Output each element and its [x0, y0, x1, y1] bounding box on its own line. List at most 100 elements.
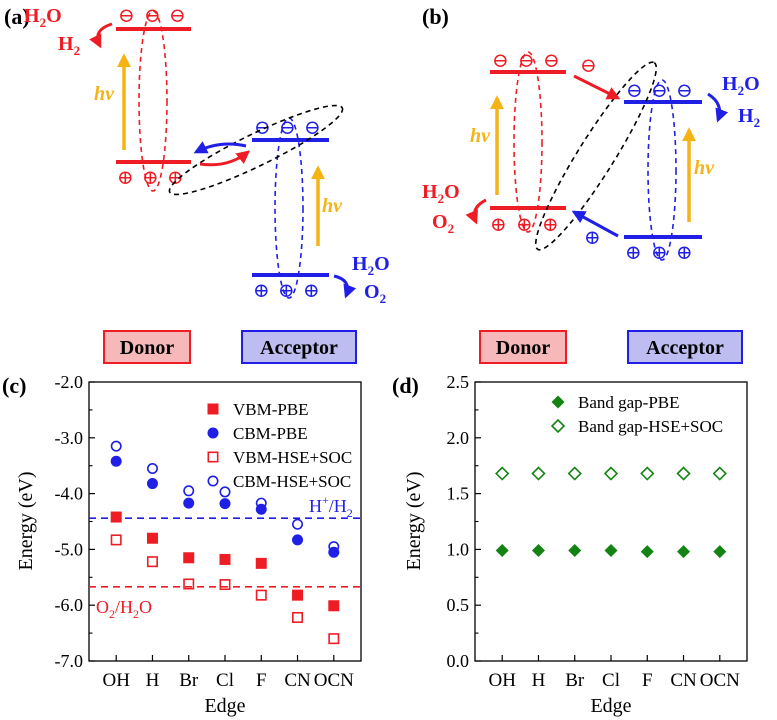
panel-b-acceptor-exciton: [647, 79, 677, 261]
chart-d-marks: [495, 466, 727, 559]
open-square-data-point: [146, 556, 158, 568]
panel-b-h2o-label-2: H2O: [422, 181, 460, 206]
donor-box-left: [103, 330, 191, 364]
open-circle-data-point: [328, 541, 340, 553]
svg-text:⊕: ⊕: [625, 242, 642, 264]
open-square-data-point: [183, 578, 195, 590]
chart-c-frame: [88, 381, 362, 662]
open-diamond-data-point: [712, 466, 727, 481]
chart-d-legend: Band gap-PBE Band gap-HSE+SOC: [550, 393, 723, 436]
svg-text:⊕: ⊕: [278, 280, 295, 302]
filled-square-data-point: [219, 553, 231, 565]
panel-b-donor-hv: hv: [470, 125, 491, 147]
filled-diamond-data-point: [677, 545, 691, 559]
svg-text:⊖: ⊖: [279, 117, 296, 139]
acceptor-box-left: [241, 330, 357, 364]
chart-d-ylabel: Energy (eV): [403, 471, 425, 570]
panel-b-interlayer-exciton: [534, 61, 658, 251]
filled-circle-data-point: [219, 498, 231, 510]
donor-box-right: [479, 330, 567, 364]
panel-b-hole-transfer-arrow: [571, 210, 619, 238]
open-diamond-data-point: [603, 466, 619, 481]
svg-text:⊖: ⊖: [518, 50, 535, 72]
y-tick-label: -4.0: [55, 484, 84, 504]
panel-b-label: (b): [422, 4, 449, 29]
open-diamond-data-point: [567, 466, 582, 481]
filled-square-data-point: [183, 552, 195, 564]
svg-text:⊕: ⊕: [676, 242, 693, 264]
svg-text:⊕: ⊕: [142, 167, 159, 189]
panel-a-acceptor-hv: hv: [322, 195, 343, 217]
x-tick-label: OCN: [700, 670, 740, 691]
x-tick-label: H: [532, 670, 546, 691]
chart-d-panel-label: (d): [392, 373, 419, 398]
y-tick-label: -6.0: [55, 595, 84, 615]
panel-b-oxidation-arrow: [465, 198, 487, 225]
y-tick-label: -2.0: [55, 372, 84, 392]
open-square-data-point: [110, 534, 122, 546]
legend-entry: VBM-HSE+SOC: [233, 448, 352, 467]
donor-text-left: Donor: [120, 337, 175, 359]
panel-b-donor-holes: ⊕ ⊕ ⊕: [490, 214, 559, 236]
open-square-data-point: [219, 579, 231, 591]
svg-text:⊖: ⊖: [543, 50, 560, 72]
panel-a-acceptor-electrons: ⊖ ⊖ ⊖: [254, 117, 321, 139]
y-tick-label: 0.0: [447, 651, 470, 671]
open-diamond-data-point: [531, 466, 546, 481]
filled-diamond-data-point: [713, 545, 727, 559]
svg-text:⊕: ⊕: [117, 167, 134, 189]
svg-text:⊖: ⊖: [676, 80, 693, 102]
chart-c-panel-label: (c): [2, 373, 26, 398]
x-tick-label: Br: [179, 670, 199, 691]
panel-b-transfer-electron: ⊖: [580, 55, 597, 77]
svg-text:⊖: ⊖: [651, 80, 668, 102]
svg-text:⊕: ⊕: [542, 214, 559, 236]
panel-b-reduction-arrow: [707, 92, 729, 123]
panel-b-acceptor-electrons: ⊖ ⊖ ⊖: [626, 80, 693, 102]
svg-text:⊕: ⊕: [651, 242, 668, 264]
x-tick-label: Cl: [602, 670, 620, 691]
open-circle-data-point: [146, 462, 158, 474]
open-diamond-data-point: [676, 466, 691, 481]
chart-c-xlabel: Edge: [204, 695, 245, 717]
panel-a-reduction-arrow: [89, 22, 113, 49]
filled-diamond-data-point: [531, 544, 545, 558]
legend-marker: [207, 403, 219, 415]
svg-text:⊕: ⊕: [303, 280, 320, 302]
chart-c-ticks: -2.0 -3.0 -4.0 -5.0 -6.0 -7.0 OH H Br Cl F CN OCN: [55, 372, 355, 691]
filled-square-data-point: [328, 600, 340, 612]
panel-a-hole-transfer-arrow: [199, 150, 251, 167]
open-circle-data-point: [110, 440, 122, 452]
y-tick-label: 0.5: [447, 595, 470, 615]
panel-a-electron-transfer-arrow: [193, 141, 247, 154]
reference-label-o2-h2o: O2/H2O: [96, 597, 152, 621]
open-circle-data-point: [292, 518, 304, 530]
svg-text:⊖: ⊖: [169, 5, 186, 27]
filled-diamond-data-point: [568, 544, 582, 558]
panel-a-donor-holes: ⊕ ⊕ ⊕: [117, 167, 184, 189]
chart-c-ylabel: Energy (eV): [15, 471, 37, 570]
open-square-data-point: [328, 633, 340, 645]
panel-a-acceptor-holes: ⊕ ⊕ ⊕: [253, 280, 320, 302]
x-tick-label: F: [256, 670, 267, 691]
x-tick-label: CN: [284, 670, 311, 691]
open-circle-data-point: [183, 485, 195, 497]
legend-entry: CBM-HSE+SOC: [233, 472, 351, 491]
filled-circle-data-point: [110, 455, 122, 467]
panel-a-h2-label: H2: [58, 33, 80, 58]
x-tick-label: Cl: [216, 670, 234, 691]
x-tick-label: F: [642, 670, 653, 691]
open-square-data-point: [255, 589, 267, 601]
filled-diamond-data-point: [604, 544, 618, 558]
svg-text:⊖: ⊖: [254, 117, 271, 139]
panel-b-acceptor-hv: hv: [694, 157, 715, 179]
acceptor-text-right: Acceptor: [646, 337, 724, 359]
svg-text:⊕: ⊕: [167, 167, 184, 189]
open-circle-data-point: [255, 497, 267, 509]
chart-c-marks: [110, 440, 340, 645]
panel-b-donor-electrons: ⊖ ⊖ ⊖: [492, 50, 560, 72]
y-tick-label: 2.5: [447, 372, 470, 392]
panel-a-h2o-label: H2O: [24, 5, 62, 30]
legend-entry: VBM-PBE: [233, 400, 309, 419]
